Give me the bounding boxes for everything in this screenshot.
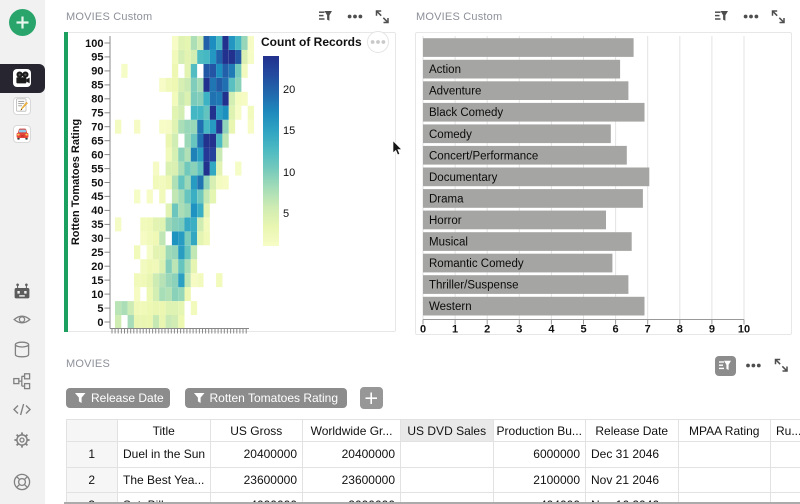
svg-text:25: 25	[91, 247, 103, 259]
svg-text:3: 3	[516, 324, 522, 336]
svg-text:5: 5	[580, 324, 586, 336]
svg-text:9: 9	[709, 324, 715, 336]
svg-text:2: 2	[484, 324, 490, 336]
svg-text:15: 15	[283, 125, 295, 137]
svg-text:40: 40	[91, 205, 103, 217]
svg-text:80: 80	[91, 94, 103, 106]
svg-text:Concert/Performance: Concert/Performance	[429, 150, 538, 162]
svg-text:95: 95	[91, 52, 103, 64]
svg-text:90: 90	[91, 66, 103, 78]
svg-text:10: 10	[283, 167, 295, 179]
svg-text:30: 30	[91, 233, 103, 245]
svg-text:20: 20	[91, 261, 103, 273]
svg-text:60: 60	[91, 149, 103, 161]
svg-text:Count of Records: Count of Records	[261, 35, 362, 49]
svg-text:70: 70	[91, 122, 103, 134]
svg-text:75: 75	[91, 108, 103, 120]
svg-text:Thriller/Suspense: Thriller/Suspense	[429, 280, 518, 292]
svg-text:0: 0	[420, 324, 426, 336]
svg-text:Adventure: Adventure	[429, 86, 481, 98]
svg-text:8: 8	[677, 324, 683, 336]
svg-text:10: 10	[91, 289, 103, 301]
svg-text:Romantic Comedy: Romantic Comedy	[429, 258, 524, 270]
svg-text:5: 5	[283, 208, 289, 220]
svg-text:85: 85	[91, 80, 103, 92]
svg-text:Horror: Horror	[429, 215, 462, 227]
svg-text:4: 4	[548, 324, 555, 336]
svg-text:Rotten Tomatoes Rating: Rotten Tomatoes Rating	[70, 119, 82, 245]
svg-text:5: 5	[97, 303, 103, 315]
svg-text:10: 10	[738, 324, 750, 336]
svg-text:65: 65	[91, 136, 103, 148]
svg-text:Western: Western	[429, 301, 472, 313]
svg-text:7: 7	[645, 324, 651, 336]
svg-text:50: 50	[91, 177, 103, 189]
svg-text:35: 35	[91, 219, 103, 231]
svg-text:0: 0	[97, 317, 103, 329]
svg-text:Documentary: Documentary	[429, 172, 498, 184]
svg-text:100: 100	[85, 38, 103, 50]
svg-text:Comedy: Comedy	[429, 129, 472, 141]
svg-text:Black Comedy: Black Comedy	[429, 107, 503, 119]
svg-text:45: 45	[91, 191, 103, 203]
svg-text:6: 6	[613, 324, 619, 336]
svg-text:55: 55	[91, 163, 103, 175]
svg-text:Musical: Musical	[429, 237, 468, 249]
svg-text:20: 20	[283, 84, 295, 96]
svg-text:15: 15	[91, 275, 103, 287]
svg-text:1: 1	[452, 324, 458, 336]
svg-text:Drama: Drama	[429, 193, 464, 205]
svg-text:Action: Action	[429, 64, 461, 76]
